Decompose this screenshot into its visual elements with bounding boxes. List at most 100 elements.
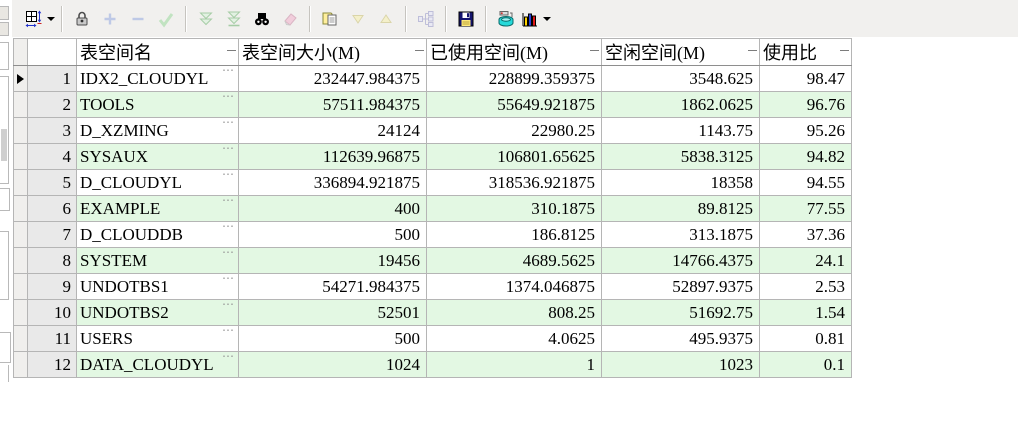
- cell-used-space[interactable]: 808.25: [426, 299, 602, 326]
- ellipsis-button[interactable]: ⋯: [222, 273, 235, 286]
- column-header-ratio[interactable]: 使用比: [759, 38, 852, 66]
- cell-used-space[interactable]: 1: [426, 351, 602, 378]
- row-selector-cell[interactable]: [13, 299, 28, 326]
- cell-used-space[interactable]: 55649.921875: [426, 91, 602, 118]
- cell-tablespace-name[interactable]: UNDOTBS2 ⋯: [76, 299, 239, 326]
- column-resize-handle[interactable]: [415, 50, 424, 54]
- ellipsis-button[interactable]: ⋯: [222, 195, 235, 208]
- row-number-cell[interactable]: 10: [27, 299, 77, 326]
- cell-tablespace-size[interactable]: 52501: [238, 299, 427, 326]
- ellipsis-button[interactable]: ⋯: [222, 117, 235, 130]
- cell-tablespace-name[interactable]: D_CLOUDDB ⋯: [76, 221, 239, 248]
- cell-usage-ratio[interactable]: 95.26: [759, 117, 852, 144]
- cell-usage-ratio[interactable]: 0.81: [759, 325, 852, 352]
- post-changes-button[interactable]: [153, 6, 179, 32]
- row-selector-cell[interactable]: [13, 143, 28, 170]
- row-number-cell[interactable]: 2: [27, 91, 77, 118]
- column-resize-handle[interactable]: [227, 50, 236, 54]
- cell-tablespace-size[interactable]: 1024: [238, 351, 427, 378]
- ellipsis-button[interactable]: ⋯: [222, 351, 235, 364]
- cell-usage-ratio[interactable]: 98.47: [759, 65, 852, 92]
- cell-tablespace-name[interactable]: USERS ⋯: [76, 325, 239, 352]
- cell-usage-ratio[interactable]: 37.36: [759, 221, 852, 248]
- row-number-cell[interactable]: 4: [27, 143, 77, 170]
- save-results-button[interactable]: [453, 6, 479, 32]
- single-record-view-button[interactable]: [413, 6, 439, 32]
- row-selector-cell[interactable]: [13, 65, 28, 92]
- cell-used-space[interactable]: 186.8125: [426, 221, 602, 248]
- column-resize-handle[interactable]: [840, 50, 849, 54]
- move-up-button[interactable]: [373, 6, 399, 32]
- row-selector-cell[interactable]: [13, 195, 28, 222]
- column-header-used[interactable]: 已使用空间(M): [426, 38, 602, 66]
- row-number-cell[interactable]: 5: [27, 169, 77, 196]
- cell-tablespace-name[interactable]: SYSAUX ⋯: [76, 143, 239, 170]
- clear-button[interactable]: [277, 6, 303, 32]
- chart-button[interactable]: [521, 6, 551, 32]
- row-selector-cell[interactable]: [13, 91, 28, 118]
- lock-record-button[interactable]: [69, 6, 95, 32]
- print-button[interactable]: [493, 6, 519, 32]
- copy-results-button[interactable]: [317, 6, 343, 32]
- move-down-button[interactable]: [345, 6, 371, 32]
- chevron-down-icon[interactable]: [47, 16, 55, 21]
- cell-tablespace-size[interactable]: 54271.984375: [238, 273, 427, 300]
- cell-used-space[interactable]: 4689.5625: [426, 247, 602, 274]
- ellipsis-button[interactable]: ⋯: [222, 143, 235, 156]
- cell-tablespace-name[interactable]: TOOLS ⋯: [76, 91, 239, 118]
- cell-free-space[interactable]: 1862.0625: [601, 91, 760, 118]
- cell-used-space[interactable]: 310.1875: [426, 195, 602, 222]
- cell-free-space[interactable]: 495.9375: [601, 325, 760, 352]
- cell-tablespace-name[interactable]: D_CLOUDYL ⋯: [76, 169, 239, 196]
- cell-free-space[interactable]: 3548.625: [601, 65, 760, 92]
- cell-used-space[interactable]: 4.0625: [426, 325, 602, 352]
- cell-tablespace-size[interactable]: 57511.984375: [238, 91, 427, 118]
- cell-tablespace-size[interactable]: 336894.921875: [238, 169, 427, 196]
- cell-tablespace-name[interactable]: DATA_CLOUDYL ⋯: [76, 351, 239, 378]
- cell-free-space[interactable]: 52897.9375: [601, 273, 760, 300]
- cell-free-space[interactable]: 1143.75: [601, 117, 760, 144]
- cell-usage-ratio[interactable]: 1.54: [759, 299, 852, 326]
- cell-usage-ratio[interactable]: 24.1: [759, 247, 852, 274]
- column-header-free[interactable]: 空闲空间(M): [601, 38, 760, 66]
- cell-tablespace-size[interactable]: 19456: [238, 247, 427, 274]
- chevron-down-icon[interactable]: [543, 16, 551, 21]
- cell-free-space[interactable]: 51692.75: [601, 299, 760, 326]
- column-header-size[interactable]: 表空间大小(M): [238, 38, 427, 66]
- cell-usage-ratio[interactable]: 94.55: [759, 169, 852, 196]
- cell-tablespace-size[interactable]: 24124: [238, 117, 427, 144]
- cell-used-space[interactable]: 228899.359375: [426, 65, 602, 92]
- column-header-name[interactable]: 表空间名: [76, 38, 239, 66]
- row-selector-cell[interactable]: [13, 325, 28, 352]
- cell-tablespace-size[interactable]: 500: [238, 325, 427, 352]
- cell-used-space[interactable]: 1374.046875: [426, 273, 602, 300]
- cell-free-space[interactable]: 18358: [601, 169, 760, 196]
- cell-free-space[interactable]: 1023: [601, 351, 760, 378]
- row-selector-cell[interactable]: [13, 117, 28, 144]
- column-resize-handle[interactable]: [590, 50, 599, 54]
- fetch-all-button[interactable]: [221, 6, 247, 32]
- cell-tablespace-name[interactable]: UNDOTBS1 ⋯: [76, 273, 239, 300]
- cell-tablespace-size[interactable]: 400: [238, 195, 427, 222]
- fetch-next-page-button[interactable]: [193, 6, 219, 32]
- delete-record-button[interactable]: [125, 6, 151, 32]
- cell-used-space[interactable]: 318536.921875: [426, 169, 602, 196]
- row-selector-cell[interactable]: [13, 351, 28, 378]
- cell-used-space[interactable]: 106801.65625: [426, 143, 602, 170]
- cell-tablespace-size[interactable]: 112639.96875: [238, 143, 427, 170]
- row-selector-cell[interactable]: [13, 221, 28, 248]
- ellipsis-button[interactable]: ⋯: [222, 247, 235, 260]
- cell-usage-ratio[interactable]: 77.55: [759, 195, 852, 222]
- ellipsis-button[interactable]: ⋯: [222, 221, 235, 234]
- cell-free-space[interactable]: 14766.4375: [601, 247, 760, 274]
- find-button[interactable]: [249, 6, 275, 32]
- cell-usage-ratio[interactable]: 0.1: [759, 351, 852, 378]
- row-number-cell[interactable]: 11: [27, 325, 77, 352]
- row-number-cell[interactable]: 12: [27, 351, 77, 378]
- cell-used-space[interactable]: 22980.25: [426, 117, 602, 144]
- row-selector-cell[interactable]: [13, 273, 28, 300]
- cell-tablespace-name[interactable]: SYSTEM ⋯: [76, 247, 239, 274]
- grid-options-button[interactable]: [25, 6, 55, 32]
- ellipsis-button[interactable]: ⋯: [222, 299, 235, 312]
- cell-usage-ratio[interactable]: 2.53: [759, 273, 852, 300]
